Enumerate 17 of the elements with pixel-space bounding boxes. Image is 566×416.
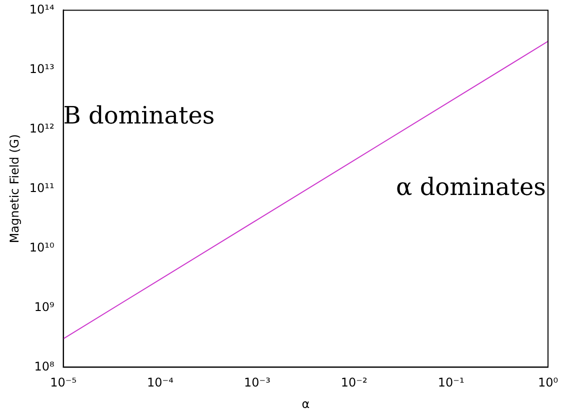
- annotation: B dominates: [63, 102, 215, 130]
- x-tick-label: 10⁻³: [244, 376, 271, 390]
- x-tick-label: 10⁻⁴: [147, 376, 174, 390]
- y-axis-title: Magnetic Field (G): [7, 134, 22, 244]
- y-tick-label: 10¹²: [29, 121, 54, 136]
- x-tick-label: 10⁻²: [340, 376, 368, 390]
- x-tick-label: 10⁰: [538, 376, 558, 390]
- annotation: α dominates: [396, 172, 546, 201]
- y-tick-label: 10¹¹: [29, 180, 54, 195]
- y-tick-label: 10⁸: [34, 359, 54, 374]
- y-tick-label: 10¹³: [29, 62, 54, 76]
- x-tick-label: 10⁻¹: [438, 376, 464, 390]
- y-tick-label: 10¹⁴: [29, 2, 54, 16]
- x-axis-title: α: [302, 396, 310, 411]
- y-tick-label: 10¹⁰: [29, 240, 54, 254]
- x-tick-label: 10⁻⁵: [50, 376, 77, 390]
- y-tick-label: 10⁹: [34, 300, 54, 314]
